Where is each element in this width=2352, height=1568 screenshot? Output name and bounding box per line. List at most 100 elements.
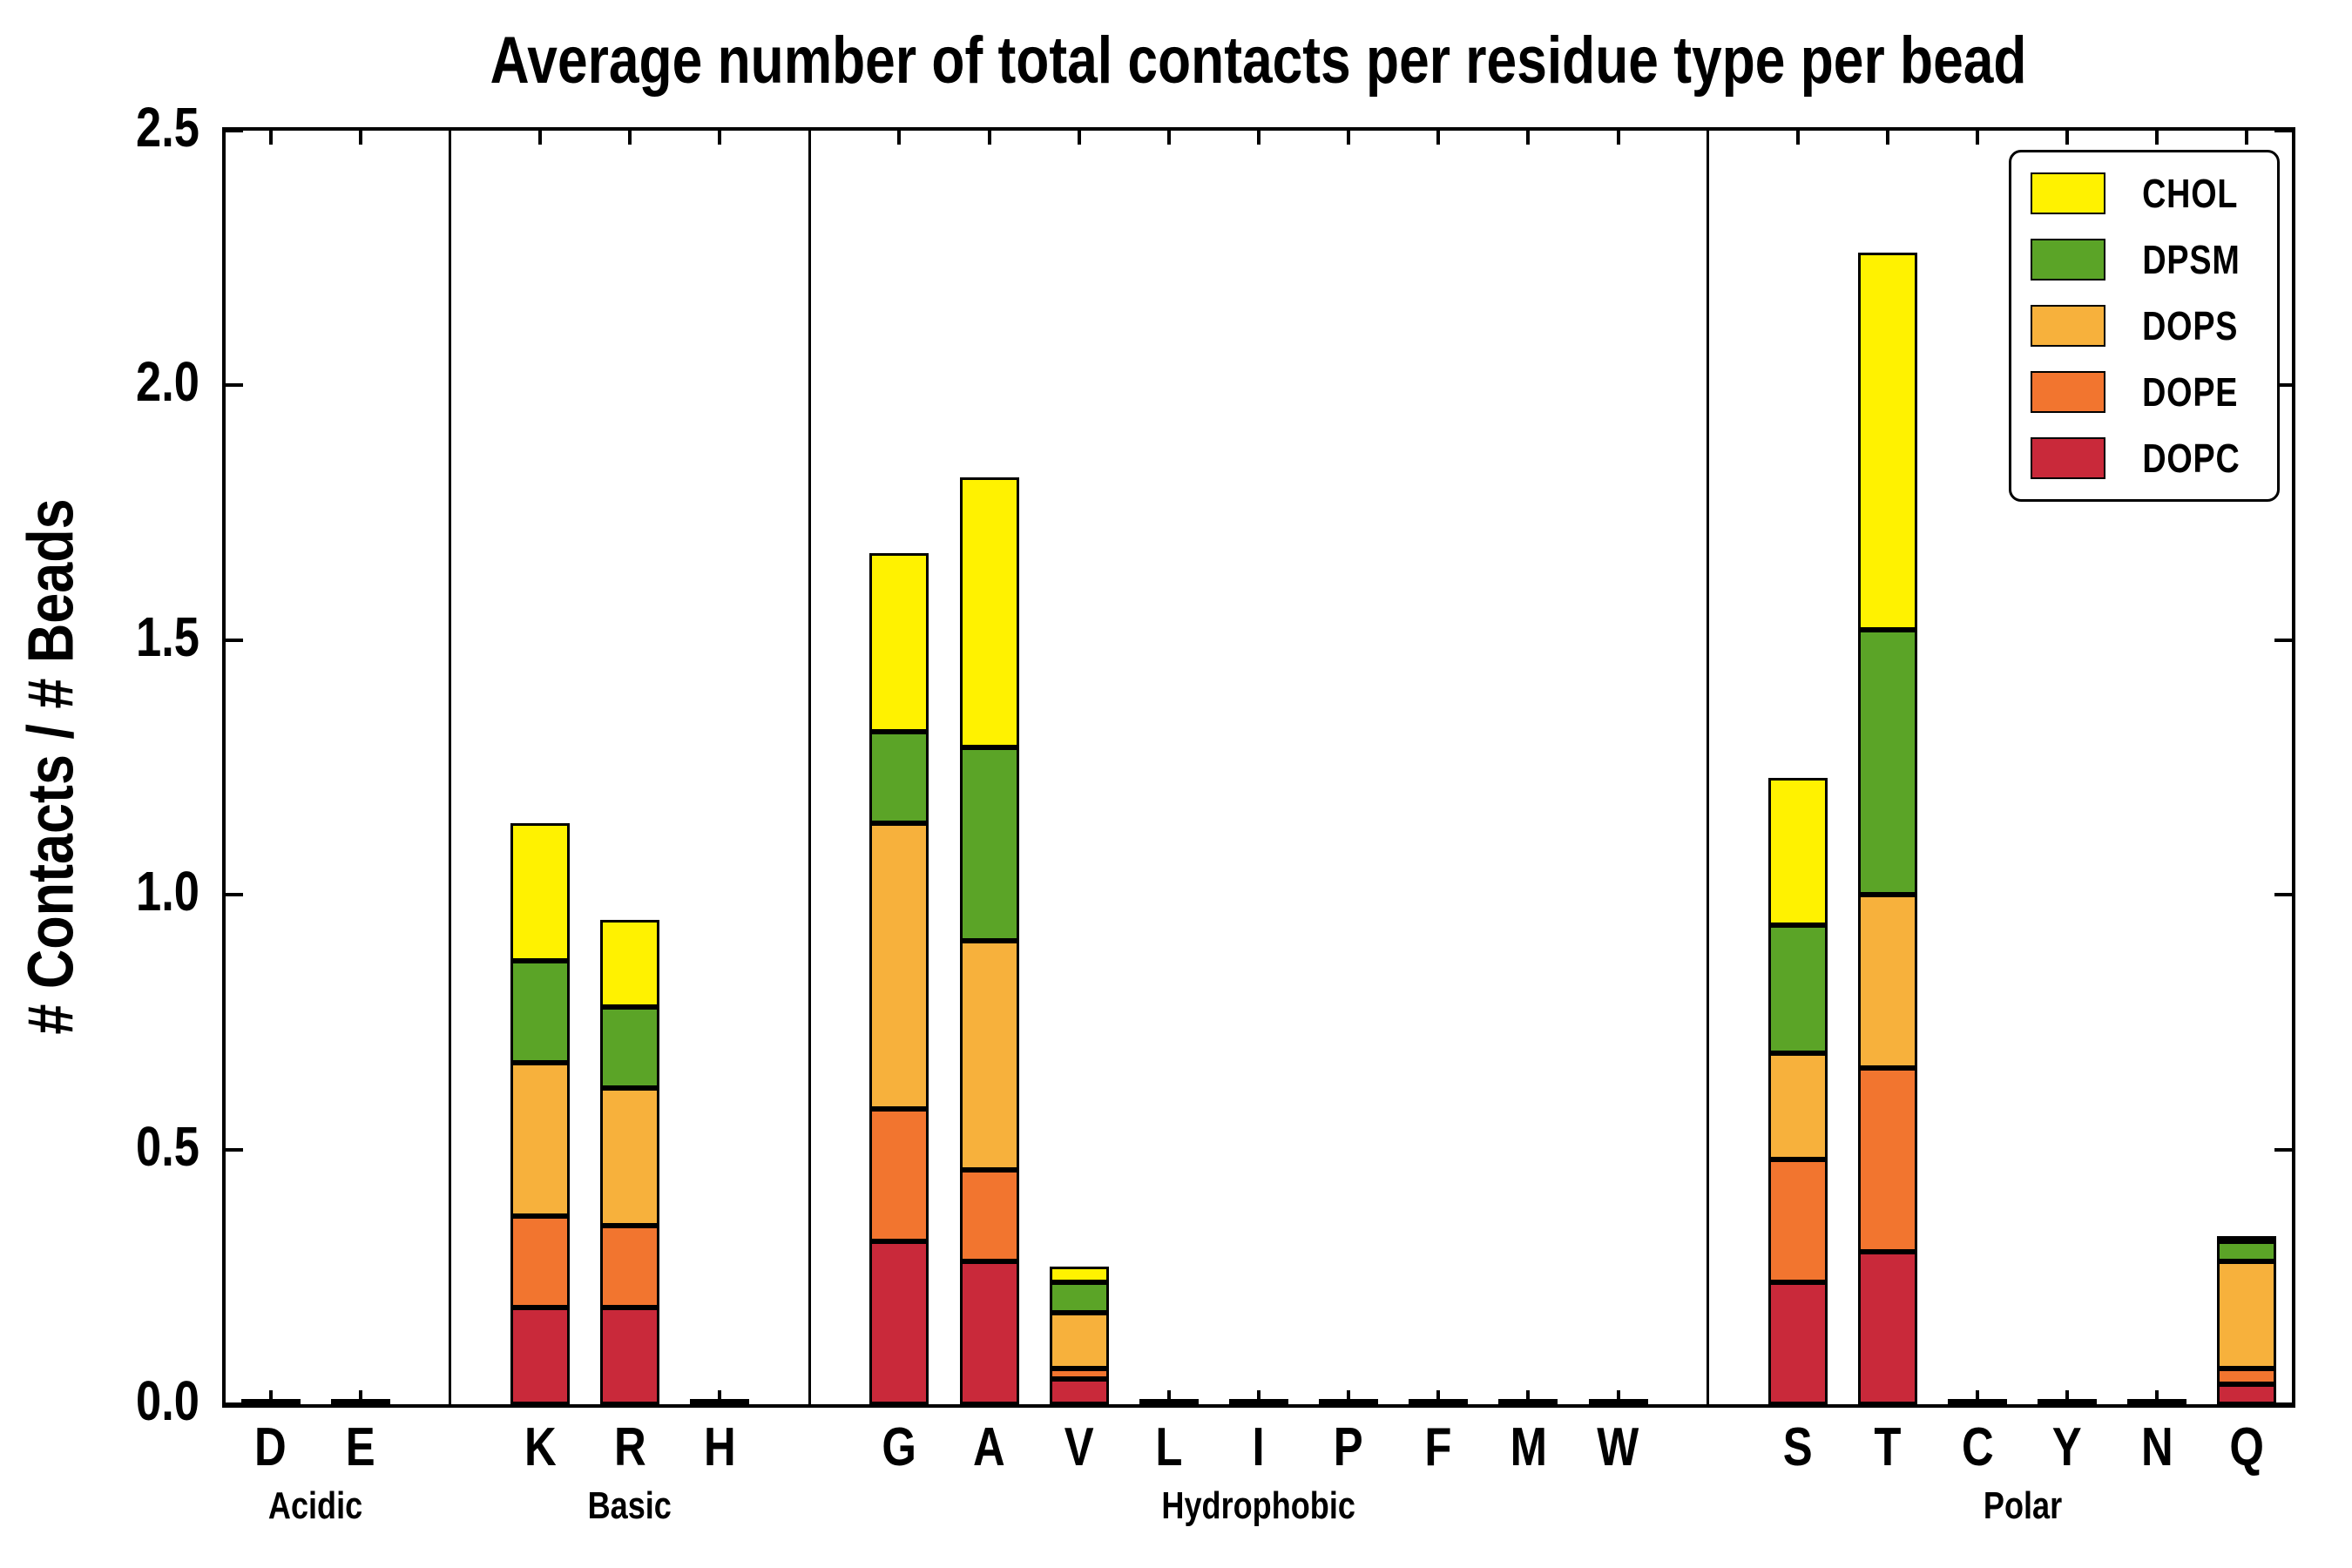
y-tick-label-text: 0.5 (136, 1114, 199, 1178)
x-tick-label-Q: Q (2186, 1416, 2308, 1478)
bar-segment-G-DOPS (869, 823, 929, 1109)
bar-segment-W-DOPC (1588, 1399, 1648, 1404)
legend-swatch-DOPS (2031, 305, 2106, 347)
x-tick-mark (1257, 1390, 1260, 1404)
x-tick-mark (1526, 131, 1531, 145)
bar-segment-T-DOPS (1857, 895, 1917, 1069)
legend-entry-DPSM: DPSM (2031, 236, 2251, 283)
y-tick-mark (226, 893, 243, 897)
bar-segment-Q-DOPC (2217, 1383, 2277, 1404)
bar-segment-V-DOPC (1049, 1378, 1109, 1404)
legend-entry-DOPC: DOPC (2031, 435, 2251, 482)
x-tick-mark (2155, 1390, 2159, 1404)
legend-label-DOPE: DOPE (2142, 369, 2239, 415)
bar-segment-R-DOPC (600, 1307, 660, 1404)
bar-segment-S-CHOL (1767, 777, 1828, 926)
x-tick-label-text: A (973, 1417, 1005, 1477)
bar-segment-A-DOPE (959, 1170, 1019, 1262)
y-tick-mark (2274, 129, 2292, 132)
legend-entry-DOPE: DOPE (2031, 368, 2251, 416)
y-axis-label: # Contacts / # Beads (14, 498, 87, 1035)
bar-segment-Q-DPSM (2217, 1240, 2277, 1262)
group-divider-line (449, 131, 452, 1404)
bar-segment-I-DOPC (1229, 1399, 1288, 1404)
bar-segment-S-DOPC (1767, 1281, 1828, 1404)
bar-segment-Q-CHOL (2217, 1235, 2277, 1241)
legend-entry-CHOL: CHOL (2031, 170, 2251, 217)
y-tick-mark (226, 1402, 243, 1406)
bar-segment-Y-DOPC (2038, 1399, 2098, 1404)
y-tick-mark (226, 1147, 243, 1152)
bar-segment-V-CHOL (1049, 1267, 1109, 1282)
bar-segment-A-DPSM (959, 747, 1019, 941)
x-tick-label-W: W (1558, 1416, 1680, 1478)
bar-segment-V-DOPE (1049, 1369, 1109, 1379)
x-tick-label-text: Q (2229, 1417, 2265, 1477)
bar-segment-T-DOPC (1857, 1251, 1917, 1404)
bar-segment-R-DOPE (600, 1226, 660, 1308)
legend-swatch-DOPE (2031, 371, 2106, 413)
x-tick-mark (1166, 131, 1171, 145)
x-tick-mark (1526, 1390, 1531, 1404)
x-tick-mark (1616, 1390, 1620, 1404)
group-label-text: Hydrophobic (1161, 1484, 1356, 1527)
bar-segment-K-DOPC (510, 1307, 570, 1404)
x-tick-mark (2245, 131, 2249, 145)
bar-segment-S-DOPE (1767, 1159, 1828, 1282)
x-tick-label-text: F (1424, 1417, 1452, 1477)
bar-segment-F-DOPC (1409, 1399, 1469, 1404)
y-tick-label-text: 1.5 (136, 605, 199, 668)
bar-segment-P-DOPC (1319, 1399, 1379, 1404)
chart-title: Average number of total contacts per res… (222, 23, 2295, 98)
group-label-text: Polar (1983, 1484, 2062, 1527)
group-label-hydrophobic: Hydrophobic (1085, 1484, 1433, 1528)
bar-segment-N-DOPC (2127, 1399, 2187, 1404)
x-tick-mark (1347, 131, 1351, 145)
x-tick-label-text: H (703, 1417, 736, 1477)
x-tick-mark (268, 1390, 273, 1404)
y-tick-label: 2.0 (56, 350, 199, 415)
bar-segment-S-DOPS (1767, 1052, 1828, 1160)
x-tick-label-N: N (2096, 1416, 2218, 1478)
y-tick-label-text: 0.0 (136, 1369, 199, 1432)
x-tick-mark (1436, 131, 1441, 145)
bar-segment-G-DPSM (869, 732, 929, 824)
x-tick-mark (268, 131, 273, 145)
group-label-basic: Basic (456, 1484, 804, 1528)
group-label-acidic: Acidic (141, 1484, 490, 1528)
x-tick-label-D: D (210, 1416, 332, 1478)
bar-segment-A-DOPS (959, 940, 1019, 1170)
x-tick-label-R: R (569, 1416, 691, 1478)
bar-segment-V-DOPS (1049, 1312, 1109, 1369)
bar-segment-M-DOPC (1498, 1399, 1558, 1404)
y-tick-label-text: 1.0 (136, 860, 199, 923)
legend-label-DOPS: DOPS (2142, 303, 2239, 348)
x-tick-mark (718, 131, 722, 145)
bar-segment-R-DOPS (600, 1088, 660, 1227)
x-tick-mark (358, 1390, 362, 1404)
y-tick-label: 0.5 (56, 1115, 199, 1179)
x-tick-mark (1976, 131, 1980, 145)
x-tick-label-K: K (479, 1416, 601, 1478)
bar-segment-K-CHOL (510, 823, 570, 962)
x-tick-label-L: L (1108, 1416, 1230, 1478)
x-tick-mark (1436, 1390, 1441, 1404)
bar-segment-K-DOPS (510, 1063, 570, 1216)
x-tick-mark (2065, 1390, 2070, 1404)
y-tick-label: 2.5 (56, 96, 199, 160)
y-tick-label-text: 2.0 (136, 350, 199, 414)
x-tick-mark (2155, 131, 2159, 145)
bar-segment-R-DPSM (600, 1006, 660, 1089)
legend-swatch-CHOL (2031, 172, 2106, 214)
chart-title-text: Average number of total contacts per res… (490, 24, 2027, 98)
bar-segment-Q-DOPS (2217, 1261, 2277, 1369)
x-tick-mark (1166, 1390, 1171, 1404)
x-tick-mark (628, 131, 632, 145)
group-divider-line (808, 131, 811, 1404)
legend-swatch-DPSM (2031, 239, 2106, 280)
x-tick-label-S: S (1737, 1416, 1859, 1478)
bar-segment-T-DOPE (1857, 1068, 1917, 1252)
y-tick-mark (226, 383, 243, 388)
y-tick-mark (2274, 1147, 2292, 1152)
y-tick-label-text: 2.5 (136, 96, 199, 159)
